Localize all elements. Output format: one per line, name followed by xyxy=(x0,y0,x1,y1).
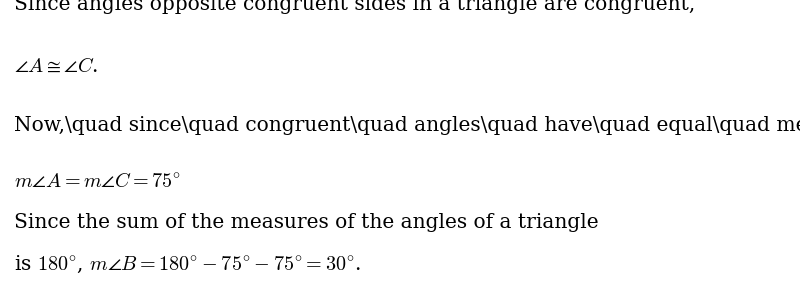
Text: $\angle A \cong \angle C$.: $\angle A \cong \angle C$. xyxy=(14,57,99,76)
Text: Since angles opposite congruent sides in a triangle are congruent,: Since angles opposite congruent sides in… xyxy=(14,0,696,14)
Text: Now,\quad since\quad congruent\quad angles\quad have\quad equal\quad measure,: Now,\quad since\quad congruent\quad angl… xyxy=(14,116,800,135)
Text: Since the sum of the measures of the angles of a triangle: Since the sum of the measures of the ang… xyxy=(14,213,599,232)
Text: $m\angle A = m\angle C = 75^{\circ}$: $m\angle A = m\angle C = 75^{\circ}$ xyxy=(14,172,182,191)
Text: is $180^{\circ}$, $m\angle B = 180^{\circ} - 75^{\circ} - 75^{\circ} = 30^{\circ: is $180^{\circ}$, $m\angle B = 180^{\cir… xyxy=(14,254,362,275)
